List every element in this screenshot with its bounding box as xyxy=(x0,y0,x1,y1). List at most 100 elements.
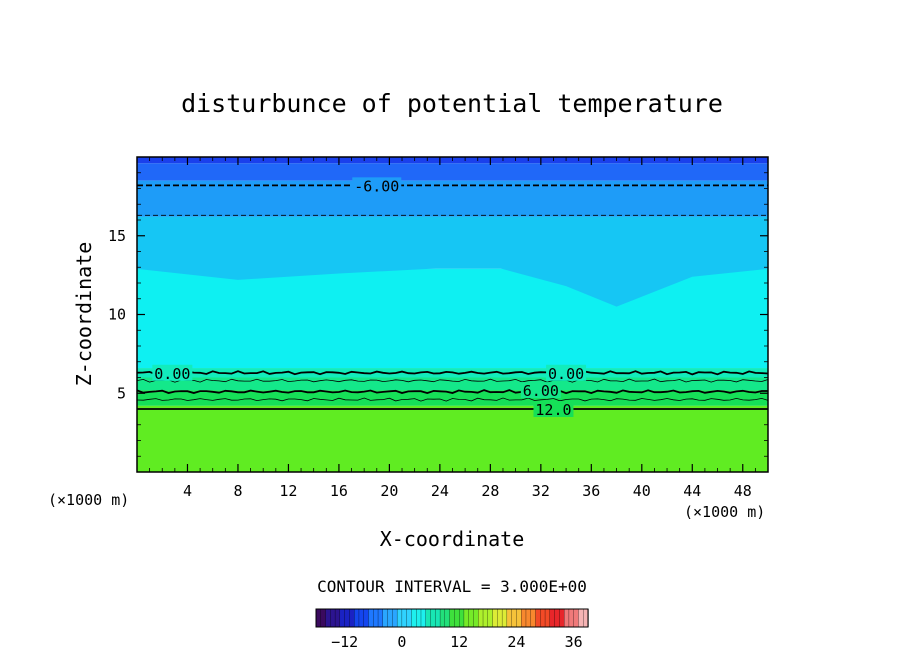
contour-line xyxy=(136,378,769,383)
colorbar-cell xyxy=(396,608,403,628)
contour-label-bg xyxy=(352,177,402,194)
colorbar-cell xyxy=(416,608,422,628)
contour-interval-note: CONTOUR INTERVAL = 3.000E+00 xyxy=(317,577,587,596)
colorbar-cell xyxy=(344,608,351,628)
x-unit-right: (×1000 m) xyxy=(684,503,765,521)
colorbar-cell xyxy=(339,608,346,628)
y-tick-label: 10 xyxy=(108,306,126,324)
y-axis-label: Z-coordinate xyxy=(72,242,96,387)
colorbar-cell xyxy=(501,608,508,628)
colorbar-cell xyxy=(454,608,460,628)
colorbar-cell xyxy=(563,608,570,628)
colorbar-cell xyxy=(334,608,341,628)
colorbar-cell xyxy=(487,608,494,628)
colorbar-cell xyxy=(406,608,413,628)
colorbar-cell xyxy=(511,608,518,628)
colorbar-cell xyxy=(559,608,565,628)
colorbar-cell xyxy=(578,608,584,628)
colorbar-cell xyxy=(463,608,470,628)
colorbar-tick-label: −12 xyxy=(331,633,358,651)
contour-lines xyxy=(136,184,769,410)
colorbar-cell xyxy=(315,608,322,628)
colorbar-cell xyxy=(449,608,456,628)
x-unit-left: (×1000 m) xyxy=(48,491,129,509)
colorbar-tick-labels: −12 0 12 24 36 xyxy=(331,633,583,651)
colorbar-cell xyxy=(377,608,384,628)
colorbar-cell xyxy=(573,608,580,628)
colorbar-cell xyxy=(525,608,532,628)
x-tick-label: 28 xyxy=(481,482,499,500)
axis-ticks xyxy=(137,157,768,472)
x-tick-label: 16 xyxy=(330,482,348,500)
colorbar-tick-label: 12 xyxy=(450,633,468,651)
contour-label-bg xyxy=(546,364,587,381)
colorbar-cell xyxy=(530,608,537,628)
x-tick-label: 24 xyxy=(431,482,449,500)
colorbar-cell xyxy=(363,608,370,628)
colorbar-cell xyxy=(521,608,527,628)
colorbar-cell xyxy=(444,608,451,628)
colorbar-tick-label: 36 xyxy=(565,633,583,651)
cold-dome-region xyxy=(137,216,768,307)
contour-label: 12.0 xyxy=(535,401,571,419)
y-tick-label: 5 xyxy=(117,384,126,402)
colorbar-cell xyxy=(544,608,551,628)
x-tick-label: 48 xyxy=(734,482,752,500)
contour-label: 6.00 xyxy=(523,382,559,400)
colorbar-cell xyxy=(425,608,432,628)
x-tick-label: 32 xyxy=(532,482,550,500)
colorbar-cell xyxy=(435,608,441,628)
contour-label: -6.00 xyxy=(354,177,399,195)
colorbar-cell xyxy=(373,608,379,628)
colorbar-tick-label: 0 xyxy=(397,633,406,651)
colorbar-cell xyxy=(358,608,365,628)
colorbar-cell xyxy=(549,608,556,628)
colorbar-cell xyxy=(459,608,465,628)
x-tick-labels: 4 8 12 16 20 24 28 32 36 40 44 48 xyxy=(183,482,752,500)
colorbar-cell xyxy=(439,608,446,628)
colorbar-cell xyxy=(478,608,484,628)
y-tick-label: 15 xyxy=(108,227,126,245)
colorbar-cell xyxy=(554,608,561,628)
colorbar-cell xyxy=(325,608,331,628)
colorbar-cell xyxy=(392,608,398,628)
x-tick-label: 40 xyxy=(633,482,651,500)
x-tick-label: 8 xyxy=(233,482,242,500)
colorbar-cell xyxy=(368,608,374,628)
colorbar-cell xyxy=(468,608,475,628)
colorbar-cell xyxy=(540,608,546,628)
contour-label: 0.00 xyxy=(548,365,584,383)
colorbar-cell xyxy=(349,608,355,628)
colorbar-cell xyxy=(420,608,427,628)
colorbar-cell xyxy=(320,608,327,628)
colorbar-cell xyxy=(535,608,541,628)
contour-label-bg xyxy=(152,364,193,381)
colorbar-cell xyxy=(482,608,489,628)
colorbar-cell xyxy=(506,608,513,628)
temperature-bands xyxy=(137,157,768,472)
temperature-band xyxy=(137,390,768,406)
x-tick-label: 44 xyxy=(683,482,701,500)
colorbar-cell xyxy=(387,608,394,628)
colorbar-tick-label: 24 xyxy=(507,633,525,651)
colorbar-cell xyxy=(382,608,389,628)
colorbar-cell xyxy=(492,608,498,628)
temperature-band xyxy=(137,405,768,472)
temperature-band xyxy=(137,180,768,217)
chart-title: disturbunce of potential temperature xyxy=(181,89,723,118)
colorbar-cell xyxy=(430,608,436,628)
colorbar-cell xyxy=(411,608,417,628)
x-axis-label: X-coordinate xyxy=(380,527,525,551)
contour-line xyxy=(136,370,769,376)
temperature-band xyxy=(137,163,768,181)
contour-label-bg xyxy=(533,401,574,417)
colorbar-cell xyxy=(330,608,336,628)
contour-label: 0.00 xyxy=(154,365,190,383)
colorbar-cell xyxy=(354,608,360,628)
x-tick-label: 12 xyxy=(279,482,297,500)
contour-label-bg xyxy=(520,382,561,399)
x-tick-label: 20 xyxy=(380,482,398,500)
x-tick-label: 4 xyxy=(183,482,192,500)
